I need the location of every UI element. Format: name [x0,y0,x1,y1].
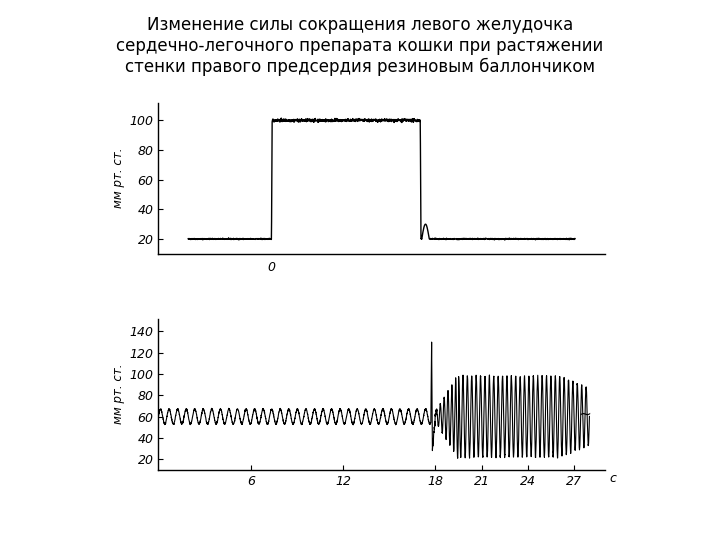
Text: ~: ~ [579,407,591,422]
Y-axis label: мм рт. ст.: мм рт. ст. [112,364,125,424]
Text: Изменение силы сокращения левого желудочка
сердечно-легочного препарата кошки пр: Изменение силы сокращения левого желудоч… [117,16,603,76]
Y-axis label: мм рт. ст.: мм рт. ст. [112,148,125,208]
Text: 0: 0 [268,261,276,274]
Text: с: с [609,472,616,485]
